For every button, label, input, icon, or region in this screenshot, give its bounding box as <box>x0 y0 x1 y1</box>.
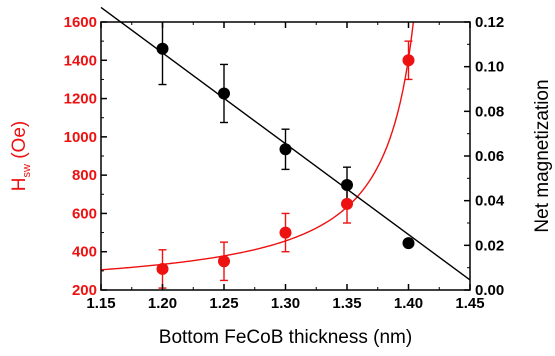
y-left-tick-label: 1600 <box>64 14 97 31</box>
x-tick-label: 1.15 <box>86 295 115 312</box>
y-left-tick-label: 400 <box>72 244 97 261</box>
net-magnetization-point <box>341 179 353 192</box>
net-magnetization-point <box>156 42 169 55</box>
x-tick-label: 1.35 <box>332 295 361 312</box>
net-magnetization-point <box>279 143 292 156</box>
hsw-point <box>218 255 230 268</box>
left-axis-label-main: H <box>9 178 30 192</box>
data-points <box>156 42 415 275</box>
y-left-tick-label: 1400 <box>64 52 97 69</box>
y-right-tick-label: 0.12 <box>475 14 504 31</box>
hsw-point <box>279 226 292 239</box>
y-left-tick-label: 200 <box>72 282 97 299</box>
y-right-tick-label: 0.10 <box>475 59 504 76</box>
right-axis-label: Net magnetization <box>532 79 553 232</box>
x-tick-label: 1.40 <box>394 295 423 312</box>
net-magnetization-point <box>218 87 230 100</box>
y-left-tick-label: 1200 <box>64 91 97 108</box>
y-right-tick-label: 0.00 <box>475 282 504 299</box>
tick-labels: 1.15 1.20 1.25 1.30 1.35 1.40 1.45 200 400 600 800… <box>64 14 505 312</box>
y-left-tick-label: 600 <box>72 205 97 222</box>
left-axis-label-sub: sw <box>21 164 33 178</box>
hsw-point <box>156 262 169 275</box>
net-magnetization-point <box>402 237 415 250</box>
x-tick-label: 1.30 <box>271 295 300 312</box>
hsw-point <box>402 54 415 67</box>
x-tick-label: 1.25 <box>209 295 238 312</box>
x-tick-label: 1.45 <box>455 295 484 312</box>
x-axis-label: Bottom FeCoB thickness (nm) <box>159 327 412 348</box>
left-axis-label-rest: (Oe) <box>9 121 30 164</box>
y-right-tick-label: 0.08 <box>475 103 504 120</box>
hsw-point <box>341 197 353 210</box>
y-right-tick-label: 0.04 <box>475 193 505 210</box>
axis-ticks <box>100 21 471 291</box>
y-left-tick-label: 1000 <box>64 129 97 146</box>
y-right-tick-label: 0.02 <box>475 237 504 254</box>
left-axis-label: Hsw (Oe) <box>9 121 33 191</box>
x-tick-label: 1.20 <box>148 295 177 312</box>
y-right-tick-label: 0.06 <box>475 148 504 165</box>
hsw-fit-curve <box>100 21 415 271</box>
y-left-tick-label: 800 <box>72 167 97 184</box>
